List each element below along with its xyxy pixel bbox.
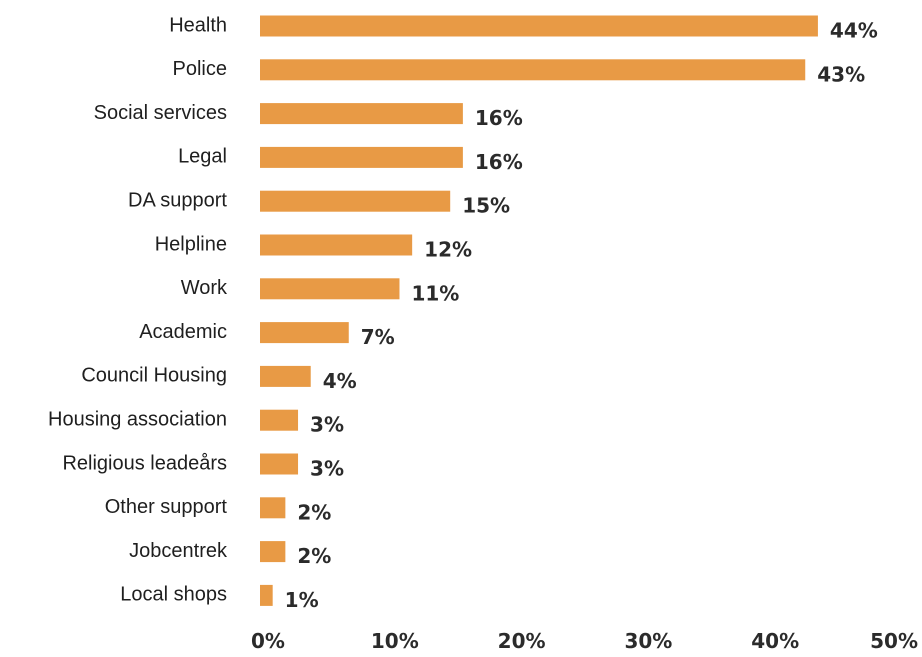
category-label: Legal <box>178 146 227 168</box>
value-label: 3% <box>310 413 344 437</box>
bar <box>260 146 463 168</box>
bar <box>260 278 400 300</box>
value-label: 2% <box>297 500 331 524</box>
category-label: Helpline <box>155 233 227 255</box>
bars-layer <box>260 15 818 606</box>
bar <box>260 190 451 212</box>
value-label: 43% <box>817 62 865 86</box>
bar <box>260 15 818 37</box>
category-label: Housing association <box>48 408 227 430</box>
category-label: Religious leadeårs <box>62 452 227 474</box>
bar <box>260 409 299 431</box>
bar <box>260 453 299 475</box>
bar <box>260 234 413 256</box>
category-label: Health <box>169 14 227 36</box>
bar <box>260 497 286 519</box>
value-label: 11% <box>411 281 459 305</box>
category-label: Local shops <box>120 584 227 606</box>
value-label: 4% <box>323 369 357 393</box>
value-label: 3% <box>310 457 344 481</box>
category-label: Academic <box>139 321 227 343</box>
category-label: DA support <box>128 189 227 211</box>
value-label: 16% <box>475 150 523 174</box>
category-labels: Health Police Social services Legal DA suppo… <box>48 14 228 605</box>
bar <box>260 59 806 81</box>
x-tick-label: 10% <box>371 629 419 653</box>
x-tick-label: 0% <box>251 629 285 653</box>
x-tick-label: 30% <box>624 629 672 653</box>
value-label: 1% <box>285 588 319 612</box>
value-label: 2% <box>297 544 331 568</box>
x-tick-label: 20% <box>498 629 546 653</box>
x-tick-label: 40% <box>751 629 799 653</box>
value-labels: 44% 43% 16% 16% 15% 12% 11% 7%4% 3% 3% 2% 2% 1% <box>285 19 878 612</box>
bar <box>260 584 273 606</box>
bar <box>260 103 463 125</box>
category-label: Other support <box>105 496 228 518</box>
bar <box>260 322 349 344</box>
category-label: Work <box>181 277 228 299</box>
bar <box>260 365 311 387</box>
category-label: Social services <box>94 102 227 124</box>
value-label: 15% <box>462 194 510 218</box>
value-label: 44% <box>830 19 878 43</box>
value-label: 16% <box>475 106 523 130</box>
category-label: Jobcentrek <box>129 540 228 562</box>
value-label: 12% <box>424 238 472 262</box>
category-label: Police <box>173 58 227 80</box>
category-label: Council Housing <box>81 365 227 387</box>
bar <box>260 541 286 563</box>
value-label: 7% <box>361 325 395 349</box>
x-axis-ticks: 0% 10% 20% 30% 40% 50% <box>251 629 918 653</box>
x-tick-label: 50% <box>870 629 918 653</box>
